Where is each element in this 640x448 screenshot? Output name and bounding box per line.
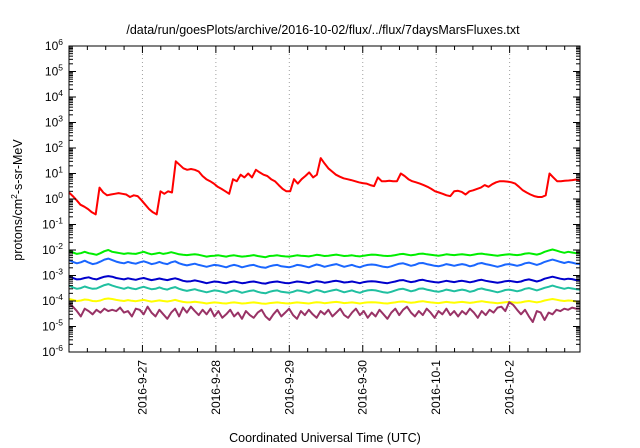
y-tick-base: 10 [42, 218, 56, 232]
y-tick-exponent: -3 [55, 267, 63, 277]
x-axis-label: Coordinated Universal Time (UTC) [229, 431, 421, 445]
x-tick-label: 2016-9-28 [209, 360, 223, 415]
y-tick-base: 10 [45, 90, 59, 104]
y-tick-base: 10 [45, 39, 59, 53]
y-tick-exponent: -1 [55, 216, 63, 226]
y-tick-base: 10 [45, 167, 59, 181]
y-tick-label: 10-2 [42, 241, 63, 257]
y-tick-label: 10-5 [42, 318, 63, 334]
series-line-1 [68, 248, 580, 259]
y-tick-base: 10 [42, 320, 56, 334]
y-tick-label: 10-6 [42, 343, 63, 359]
y-tick-label: 104 [45, 88, 63, 104]
chart-title: /data/run/goesPlots/archive/2016-10-02/f… [126, 23, 520, 37]
y-axis-ticks: 10-610-510-410-310-210-11001011021031041… [42, 37, 580, 359]
y-tick-base: 10 [42, 269, 56, 283]
y-tick-label: 105 [45, 63, 63, 79]
y-tick-base: 10 [42, 243, 56, 257]
series-line-5 [68, 297, 581, 305]
y-tick-exponent: 2 [58, 139, 63, 149]
series-line-6 [68, 301, 580, 323]
y-tick-exponent: 1 [58, 165, 63, 175]
series-line-0 [68, 157, 581, 216]
y-tick-base: 10 [45, 116, 59, 130]
y-tick-base: 10 [42, 294, 56, 308]
x-axis-ticks: 2016-9-27 2016-9-28 2016-9-29 2016-9-30 2016… [86, 46, 566, 415]
y-tick-exponent: -2 [55, 241, 63, 251]
y-tick-label: 106 [45, 37, 63, 53]
y-tick-exponent: 0 [58, 190, 63, 200]
y-tick-label: 100 [45, 190, 63, 206]
y-tick-base: 10 [42, 345, 56, 359]
y-tick-exponent: 6 [58, 37, 63, 47]
x-tick-label: 2016-10-2 [503, 360, 517, 415]
y-tick-exponent: -5 [55, 318, 63, 328]
data-series [68, 157, 581, 323]
grid-lines [141, 46, 511, 352]
x-tick-label: 2016-9-30 [356, 360, 370, 415]
series-line-3 [68, 275, 581, 285]
y-tick-label: 101 [45, 165, 63, 181]
y-axis-label-exponent: 2 [9, 194, 19, 199]
y-tick-base: 10 [45, 65, 59, 79]
y-tick-exponent: -6 [55, 343, 63, 353]
y-tick-exponent: 4 [58, 88, 63, 98]
series-line-2 [68, 257, 581, 269]
y-axis-label-unit: protons/cm [11, 199, 25, 261]
x-tick-label: 2016-10-1 [429, 360, 443, 415]
y-tick-base: 10 [45, 192, 59, 206]
y-tick-label: 10-4 [42, 292, 63, 308]
y-axis-label-rest: -s-sr-MeV [11, 139, 25, 195]
series-line-4 [68, 283, 581, 295]
y-tick-label: 103 [45, 114, 63, 130]
y-tick-label: 102 [45, 139, 63, 155]
x-tick-label: 2016-9-29 [282, 360, 296, 415]
y-tick-exponent: 3 [58, 114, 63, 124]
y-tick-exponent: -4 [55, 292, 63, 302]
y-tick-exponent: 5 [58, 63, 63, 73]
y-tick-label: 10-1 [42, 216, 63, 232]
x-tick-label: 2016-9-27 [135, 360, 149, 415]
y-tick-label: 10-3 [42, 267, 63, 283]
y-axis-label: protons/cm2-s-sr-MeV [9, 139, 25, 261]
plot-frame [68, 45, 581, 353]
y-tick-base: 10 [45, 141, 59, 155]
